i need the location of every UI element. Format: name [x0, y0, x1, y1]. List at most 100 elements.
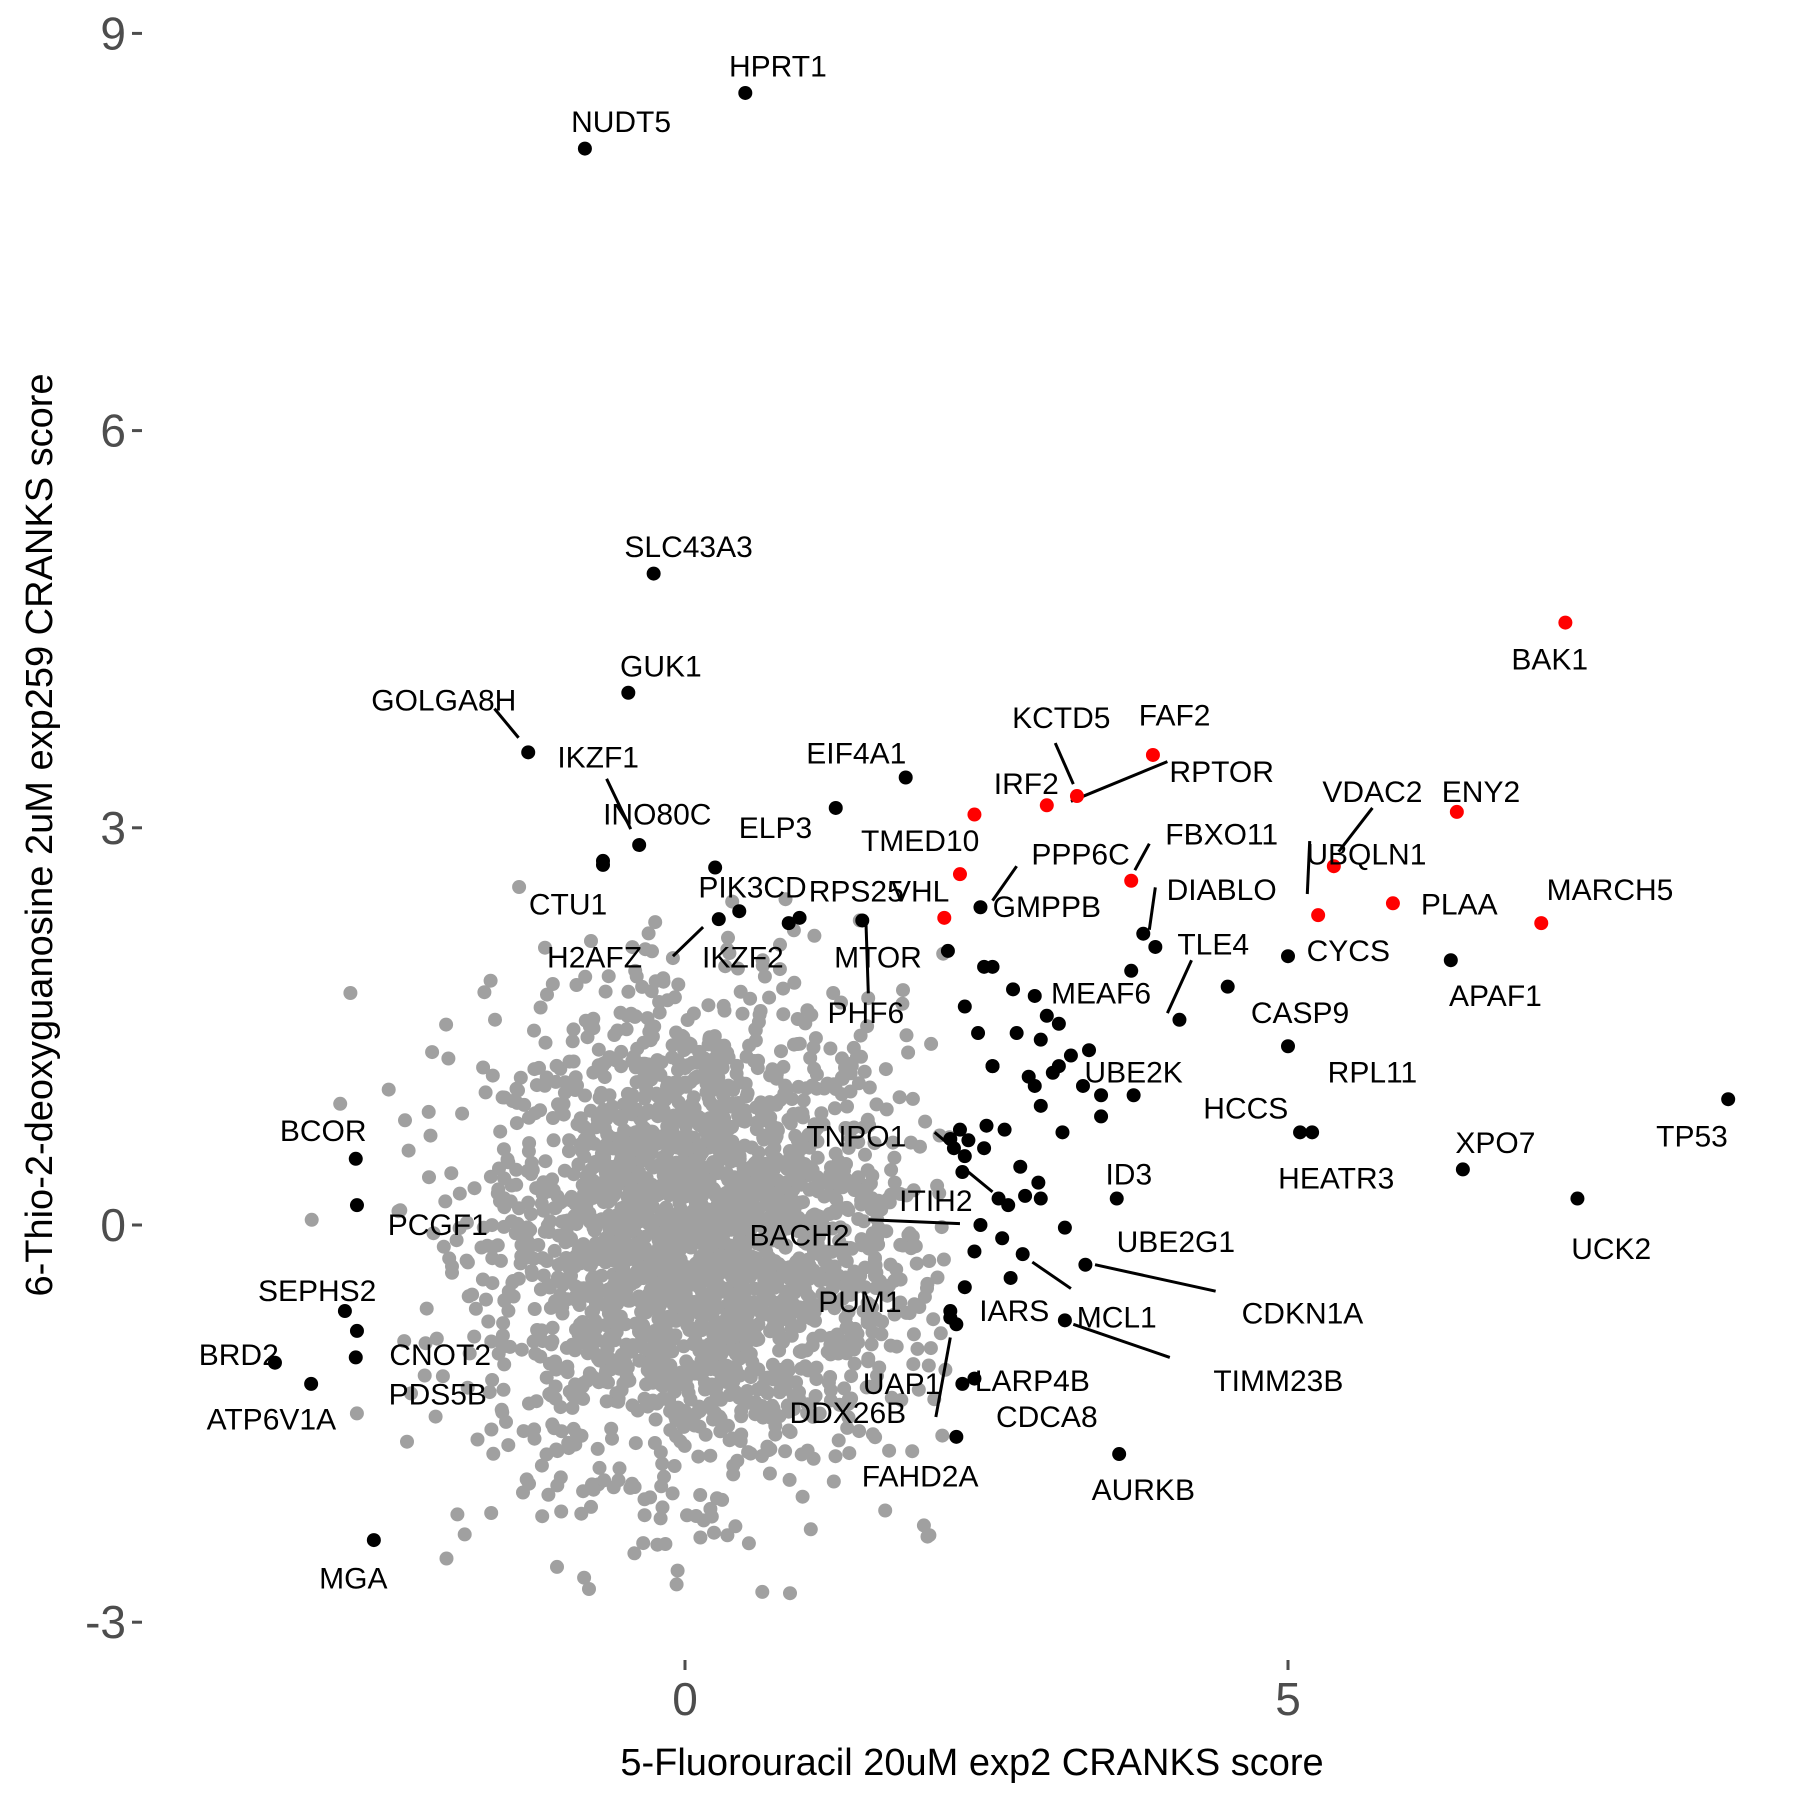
background-point [597, 1473, 612, 1488]
gene-label-cdkn1a: CDKN1A [1242, 1298, 1364, 1331]
background-point [669, 1577, 684, 1592]
background-point [662, 1086, 676, 1101]
background-point [417, 1368, 432, 1383]
background-point [576, 1237, 591, 1252]
background-point [554, 1256, 569, 1271]
leader-line-timm23b [1072, 1322, 1171, 1359]
background-point [637, 1508, 652, 1523]
background-point [709, 1166, 724, 1180]
leader-line-fbxo11 [1133, 842, 1151, 871]
gene-label-plaa: PLAA [1421, 889, 1498, 922]
gene-label-bach2: BACH2 [750, 1220, 850, 1253]
background-point [478, 1085, 493, 1100]
highlight-point [952, 1122, 967, 1137]
background-point [435, 1369, 450, 1384]
background-point [477, 985, 492, 1000]
background-point [612, 1242, 627, 1256]
background-point [611, 1315, 625, 1330]
gene-label-ikzf1: IKZF1 [557, 742, 639, 775]
background-point [875, 1314, 890, 1329]
background-point [524, 1156, 539, 1170]
background-point [627, 1238, 642, 1253]
point-eny2 [1449, 804, 1464, 819]
highlight-point [1013, 1159, 1028, 1174]
background-point [662, 1391, 677, 1406]
background-point [404, 1386, 418, 1401]
background-point [504, 1214, 519, 1229]
background-point [445, 1265, 459, 1280]
background-point [628, 1436, 643, 1451]
background-point [723, 1296, 738, 1311]
background-point [547, 1201, 562, 1215]
background-point [422, 1170, 436, 1185]
background-point [715, 1492, 730, 1507]
background-point [823, 1347, 838, 1362]
point-bcor [348, 1151, 363, 1166]
gene-label-ino80c: INO80C [603, 799, 711, 832]
background-point [841, 1304, 856, 1319]
highlight-point [985, 959, 1000, 974]
background-point [758, 1235, 773, 1249]
background-point [722, 1330, 737, 1345]
leader-line-tle4 [1166, 959, 1193, 1014]
background-point [861, 991, 876, 1006]
background-point [548, 1379, 563, 1394]
background-point [763, 1184, 778, 1199]
highlight-point [971, 1026, 986, 1041]
background-point [639, 1106, 654, 1121]
background-point [653, 1067, 668, 1082]
background-point [838, 1121, 853, 1135]
background-point [854, 1238, 869, 1253]
highlight-point [1009, 1026, 1024, 1041]
background-point [621, 1097, 636, 1112]
background-point [893, 1295, 908, 1310]
background-point [926, 1312, 941, 1327]
background-point [496, 1316, 511, 1331]
background-point [773, 1270, 787, 1285]
background-point [800, 1003, 815, 1018]
background-point [501, 1155, 516, 1170]
background-point [822, 1187, 837, 1202]
point-pcgf1 [349, 1198, 364, 1213]
background-point [568, 1249, 583, 1264]
background-point [906, 1183, 921, 1198]
label-leader-lines [493, 707, 1374, 1418]
background-point [700, 1126, 715, 1141]
background-point [636, 1318, 651, 1333]
gene-label-aurkb: AURKB [1092, 1474, 1195, 1507]
background-point [795, 1489, 810, 1504]
axes: -3 0 3 6 9 0 5 [85, 7, 1301, 1725]
gene-label-rptor: RPTOR [1169, 756, 1273, 789]
point-vhl [952, 867, 967, 882]
background-point [721, 1418, 735, 1433]
background-point [741, 1445, 756, 1460]
highlight-point [1033, 1098, 1048, 1113]
background-point [697, 1290, 712, 1305]
point-guk1 [621, 685, 636, 700]
background-point [401, 1143, 416, 1158]
background-point [562, 1233, 577, 1248]
background-point [831, 1433, 846, 1448]
background-point [621, 1174, 636, 1188]
background-point [436, 1239, 451, 1254]
background-point [801, 1252, 815, 1267]
background-point [698, 1382, 712, 1397]
gene-label-fahd2a: FAHD2A [862, 1461, 979, 1494]
background-point [543, 1300, 558, 1315]
gene-label-eny2: ENY2 [1442, 776, 1520, 809]
point-tp53 [1721, 1092, 1736, 1107]
background-point [867, 1136, 882, 1151]
background-point [762, 990, 777, 1005]
background-point [614, 1044, 629, 1059]
background-point [483, 973, 498, 988]
background-point [556, 1107, 571, 1122]
x-tick-label: 0 [672, 1673, 698, 1725]
background-point [586, 1173, 601, 1188]
background-point [557, 1085, 572, 1100]
background-point [748, 1395, 763, 1410]
background-point [856, 1120, 871, 1135]
background-point [683, 1229, 698, 1244]
background-point [882, 1443, 897, 1458]
background-point [605, 1279, 620, 1294]
background-point [745, 1355, 760, 1370]
